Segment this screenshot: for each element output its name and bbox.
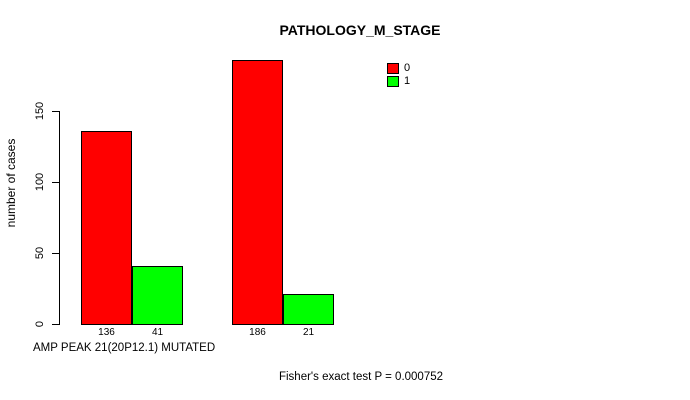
- bar-value-label: 41: [151, 327, 164, 338]
- y-axis-tick-label: 50: [34, 246, 46, 260]
- bar-group1-series-1: [132, 265, 183, 325]
- stat-test-note: Fisher's exact test P = 0.000752: [278, 371, 444, 383]
- chart-title: PATHOLOGY_M_STAGE: [279, 22, 441, 38]
- legend-item-0: 0: [387, 63, 410, 74]
- legend-label-0: 0: [404, 62, 411, 74]
- legend-item-1: 1: [387, 76, 410, 87]
- legend-swatch-green: [387, 76, 399, 87]
- bar-group2-series-0: [232, 59, 283, 325]
- x-axis-title: AMP PEAK 21(20P12.1) MUTATED: [33, 342, 216, 354]
- y-axis-tick-label: 0: [34, 320, 46, 328]
- bar-group2-series-1: [283, 294, 334, 325]
- bar-value-label: 186: [249, 327, 266, 338]
- bar-value-label: 21: [302, 327, 315, 338]
- legend-label-1: 1: [404, 75, 411, 87]
- bar-group1-series-0: [81, 130, 132, 325]
- legend-swatch-red: [387, 63, 399, 74]
- y-axis-tick: [52, 253, 59, 254]
- y-axis-tick: [52, 182, 59, 183]
- y-axis-tick-label: 150: [34, 101, 46, 121]
- bar-value-label: 136: [98, 327, 115, 338]
- y-axis-title: number of cases: [4, 138, 18, 228]
- y-axis-tick: [52, 324, 59, 325]
- legend: 0 1: [387, 63, 410, 87]
- y-axis-tick-label: 100: [34, 172, 46, 192]
- y-axis-line: [59, 111, 60, 325]
- y-axis-tick: [52, 111, 59, 112]
